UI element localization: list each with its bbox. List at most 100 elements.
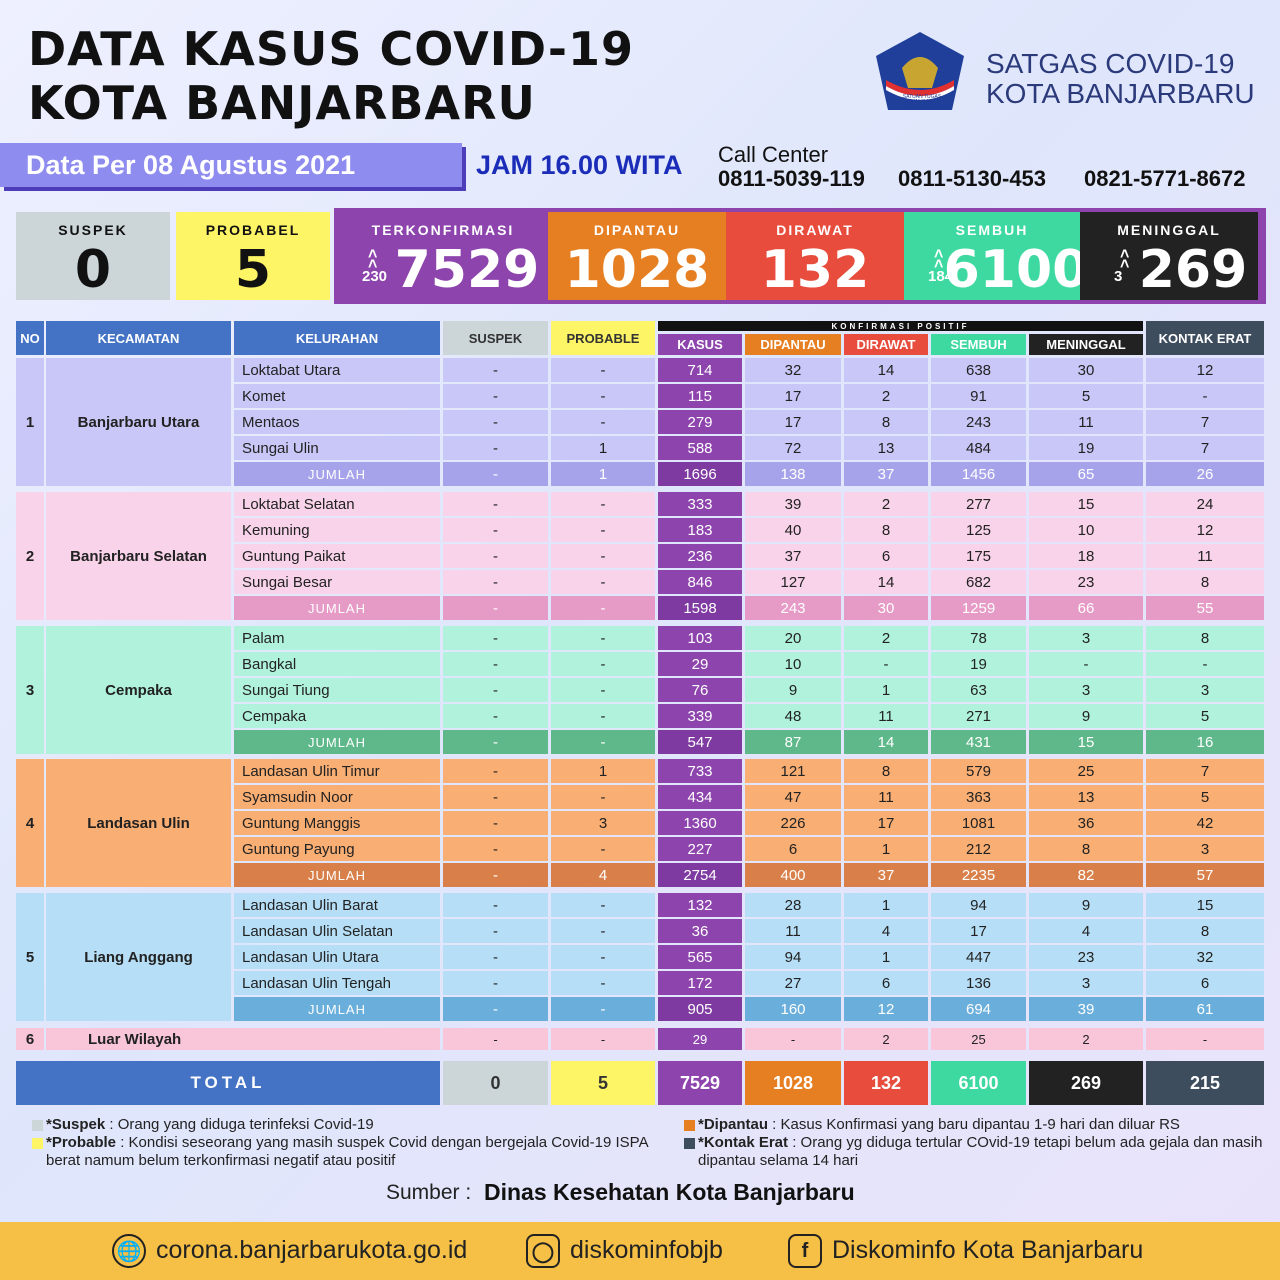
cell: 8 [1146, 570, 1264, 594]
cell: 484 [931, 436, 1026, 460]
cell: Sungai Ulin [234, 436, 440, 460]
cell: Cempaka [234, 704, 440, 728]
note-swatch [32, 1120, 43, 1131]
cell: 6 [844, 971, 928, 995]
subtotal-cell: 12 [844, 997, 928, 1021]
cell: - [551, 919, 655, 943]
total-cell: 269 [1029, 1061, 1143, 1105]
footer-bar [0, 1222, 1280, 1280]
note-text: : Kondisi seseorang yang masih suspek Co… [46, 1134, 648, 1169]
cell: - [551, 678, 655, 702]
cell: - [443, 893, 548, 917]
subtotal-cell: 694 [931, 997, 1026, 1021]
cell: 17 [745, 410, 841, 434]
summary-card [548, 212, 726, 300]
cell: - [443, 704, 548, 728]
subtotal-cell: 1 [551, 462, 655, 486]
kecamatan: Banjarbaru Utara [46, 358, 231, 486]
cell: 9 [1029, 704, 1143, 728]
cell: 339 [658, 704, 742, 728]
summary-increase: 184 [928, 268, 954, 285]
cell: 37 [745, 544, 841, 568]
cell: 36 [1029, 811, 1143, 835]
cell: - [551, 544, 655, 568]
time: JAM 16.00 WITA [476, 150, 683, 180]
row-no: 1 [16, 358, 44, 486]
cell: 7 [1146, 436, 1264, 460]
column-header: KELURAHAN [234, 321, 440, 355]
cell: - [443, 626, 548, 650]
cell: 32 [745, 358, 841, 382]
logo-text: COVID-19 [910, 104, 934, 110]
cell: 23 [1029, 570, 1143, 594]
cell: - [1146, 652, 1264, 676]
cell: Kemuning [234, 518, 440, 542]
subtotal-cell: 138 [745, 462, 841, 486]
total-cell: 7529 [658, 1061, 742, 1105]
summary-card [726, 212, 904, 300]
cell: Landasan Ulin Tengah [234, 971, 440, 995]
cell: 94 [745, 945, 841, 969]
cell: 1 [551, 436, 655, 460]
cell: 6 [844, 544, 928, 568]
cell: 3 [1146, 837, 1264, 861]
cell: 588 [658, 436, 742, 460]
cell: 17 [844, 811, 928, 835]
note: *Suspek : Orang yang diduga terinfeksi C… [46, 1116, 666, 1134]
note-term: *Suspek [46, 1116, 106, 1133]
title-line: DATA KASUS COVID-19 [28, 22, 634, 76]
cell: 94 [931, 893, 1026, 917]
cell: - [551, 410, 655, 434]
cell: 24 [1146, 492, 1264, 516]
cell: 29 [658, 1028, 742, 1050]
total-cell: 132 [844, 1061, 928, 1105]
cell: 1 [844, 945, 928, 969]
cell: 15 [1146, 893, 1264, 917]
footer-link: Diskominfo Kota Banjarbaru [832, 1236, 1144, 1264]
call-center-number: 0811-5130-453 [898, 166, 1047, 191]
cell: - [1029, 652, 1143, 676]
subtotal-cell: 61 [1146, 997, 1264, 1021]
cell: 212 [931, 837, 1026, 861]
subtotal-cell: 1598 [658, 596, 742, 620]
subtotal-cell: 37 [844, 462, 928, 486]
cell: 19 [931, 652, 1026, 676]
cell: 8 [1029, 837, 1143, 861]
cell: Guntung Paikat [234, 544, 440, 568]
increase-arrow: ˄ ˄ [368, 246, 378, 273]
subtotal-cell: 39 [1029, 997, 1143, 1021]
column-header: NO [16, 321, 44, 355]
cell: 1081 [931, 811, 1026, 835]
cell: Landasan Ulin Selatan [234, 919, 440, 943]
cell: - [443, 785, 548, 809]
increase-arrow: ˄ ˄ [934, 246, 944, 273]
cell: 8 [1146, 919, 1264, 943]
cell: - [551, 358, 655, 382]
cell: 5 [1029, 384, 1143, 408]
cell: 2 [844, 1028, 928, 1050]
cell: - [551, 785, 655, 809]
summary-label: DIRAWAT [776, 222, 854, 238]
cell: 5 [1146, 704, 1264, 728]
cell: 2 [1029, 1028, 1143, 1050]
cell: 10 [745, 652, 841, 676]
note-term: *Probable [46, 1134, 117, 1151]
row-no: 5 [16, 893, 44, 1021]
cell: 8 [1146, 626, 1264, 650]
cell: 121 [745, 759, 841, 783]
cell: 48 [745, 704, 841, 728]
cell: 103 [658, 626, 742, 650]
cell: 9 [1029, 893, 1143, 917]
summary-card [904, 212, 1080, 300]
cell: 2 [844, 492, 928, 516]
cell: 714 [658, 358, 742, 382]
call-center-number: 0811-5039-119 [718, 166, 865, 191]
date-band [0, 143, 462, 187]
cell: 6 [745, 837, 841, 861]
cell: Guntung Payung [234, 837, 440, 861]
cell: 136 [931, 971, 1026, 995]
cell: - [551, 652, 655, 676]
cell: - [443, 759, 548, 783]
cell: 30 [1029, 358, 1143, 382]
cell: 3 [1029, 678, 1143, 702]
